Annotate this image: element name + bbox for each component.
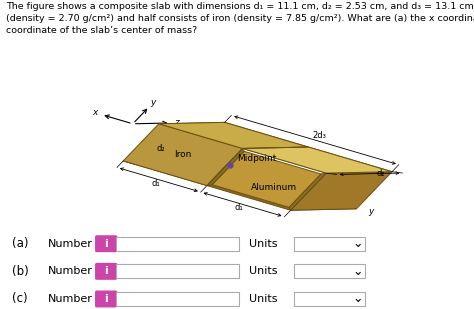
Polygon shape <box>289 173 326 210</box>
Text: Units: Units <box>249 266 277 276</box>
Text: 2d₃: 2d₃ <box>312 131 326 140</box>
Polygon shape <box>123 159 356 210</box>
Polygon shape <box>243 147 392 173</box>
Text: Number: Number <box>47 239 92 249</box>
Text: The figure shows a composite slab with dimensions d₁ = 11.1 cm, d₂ = 2.53 cm, an: The figure shows a composite slab with d… <box>6 2 474 11</box>
Text: x: x <box>92 108 98 117</box>
Text: Number: Number <box>47 294 92 304</box>
Text: Number: Number <box>47 266 92 276</box>
Text: d₂: d₂ <box>377 169 385 178</box>
Polygon shape <box>212 151 321 207</box>
Text: (a): (a) <box>12 237 28 250</box>
Text: d₁: d₁ <box>151 179 160 188</box>
Text: i: i <box>104 266 108 276</box>
Text: Units: Units <box>249 239 277 249</box>
FancyBboxPatch shape <box>116 292 239 306</box>
Text: Aluminum: Aluminum <box>251 183 297 192</box>
FancyBboxPatch shape <box>96 264 117 279</box>
Polygon shape <box>159 122 392 173</box>
Text: (density = 2.70 g/cm²) and half consists of iron (density = 7.85 g/cm²). What ar: (density = 2.70 g/cm²) and half consists… <box>6 14 474 23</box>
Polygon shape <box>123 124 243 186</box>
FancyBboxPatch shape <box>96 291 117 307</box>
FancyBboxPatch shape <box>294 292 365 306</box>
Text: d₁: d₁ <box>235 203 244 212</box>
FancyBboxPatch shape <box>116 237 239 251</box>
Text: y: y <box>368 207 374 216</box>
Text: i: i <box>104 294 108 304</box>
Text: i: i <box>104 239 108 249</box>
Text: (c): (c) <box>12 292 27 306</box>
FancyBboxPatch shape <box>294 264 365 278</box>
Text: coordinate of the slab’s center of mass?: coordinate of the slab’s center of mass? <box>6 26 197 35</box>
Text: z: z <box>174 118 179 127</box>
Text: ⌄: ⌄ <box>353 265 363 278</box>
FancyBboxPatch shape <box>96 236 117 252</box>
Text: (b): (b) <box>12 265 28 278</box>
Text: y: y <box>150 99 155 108</box>
Text: Units: Units <box>249 294 277 304</box>
Text: ⌄: ⌄ <box>353 292 363 306</box>
Text: d₂: d₂ <box>157 144 165 153</box>
Polygon shape <box>159 122 309 148</box>
Text: Iron: Iron <box>174 150 191 159</box>
Text: Midpoint: Midpoint <box>237 154 277 163</box>
Polygon shape <box>291 172 392 210</box>
Polygon shape <box>207 148 244 186</box>
FancyBboxPatch shape <box>294 237 365 251</box>
FancyBboxPatch shape <box>116 264 239 278</box>
Text: ⌄: ⌄ <box>353 237 363 250</box>
